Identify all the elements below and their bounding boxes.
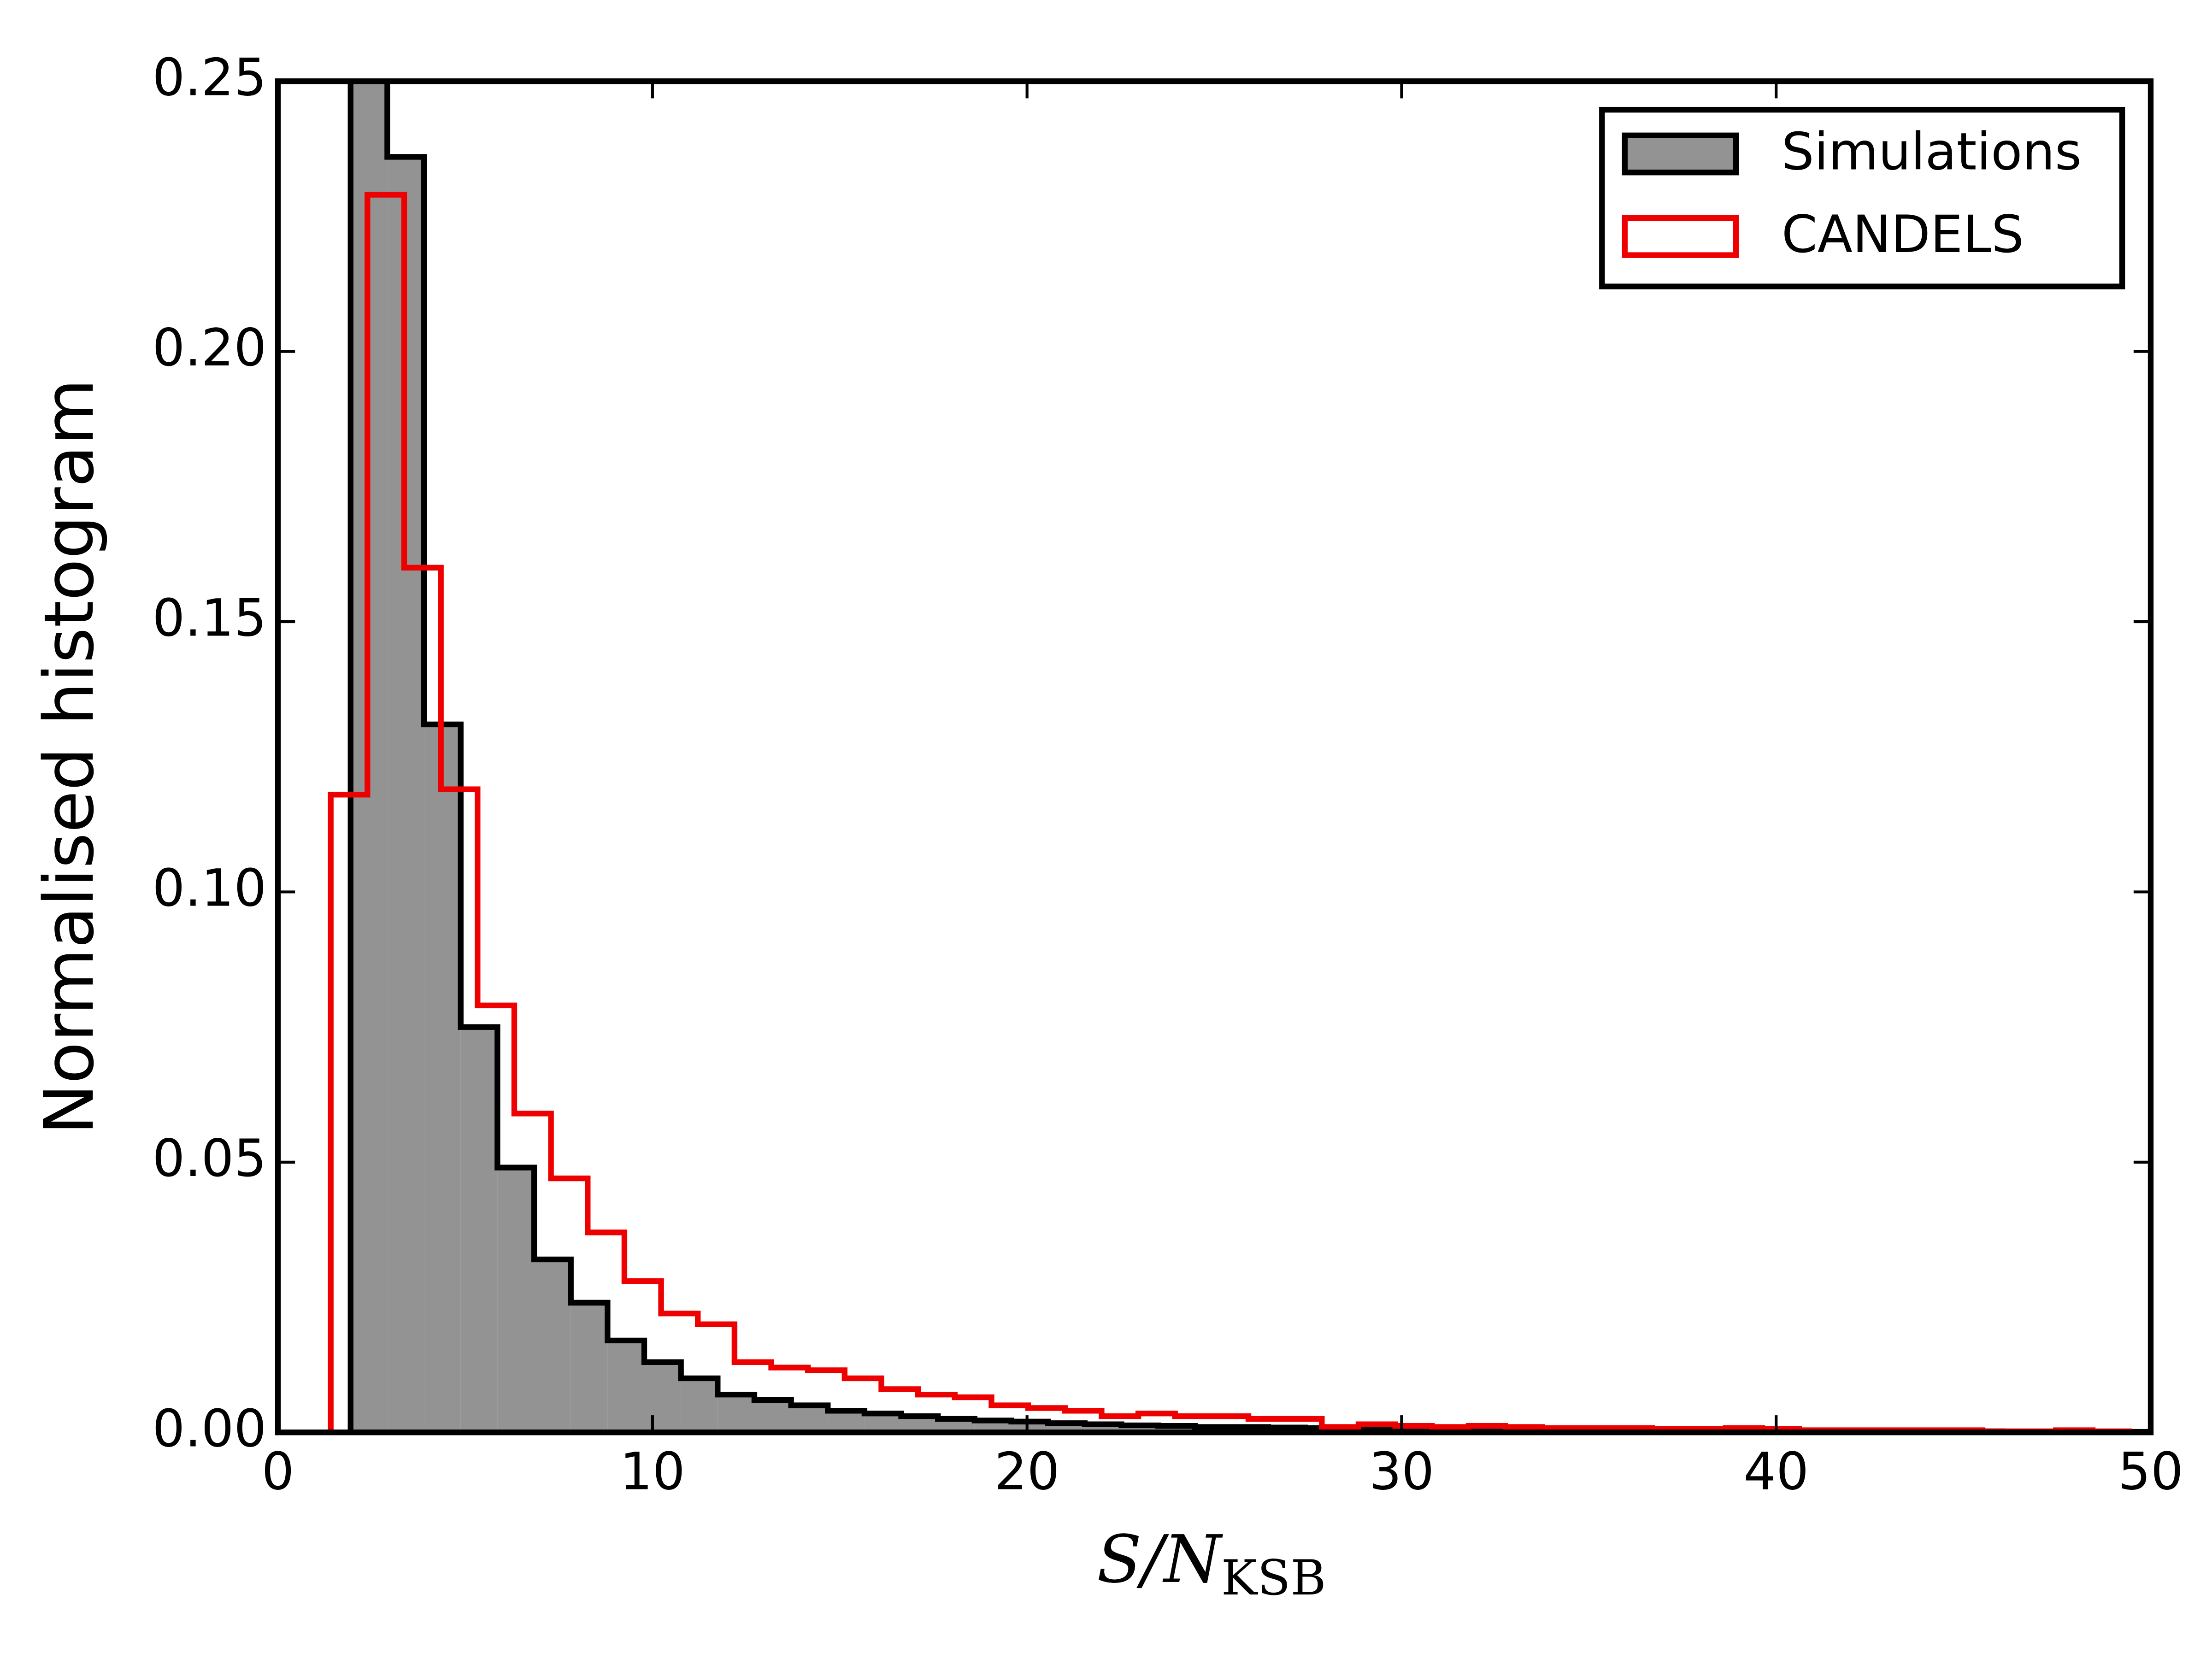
y-tick-label: 0.05	[152, 1129, 266, 1188]
histogram-bar	[828, 1411, 865, 1433]
legend-swatch	[1622, 132, 1739, 176]
y-axis-label: Normalised histogram	[29, 379, 109, 1135]
x-axis-label-subscript: KSB	[1221, 1549, 1326, 1606]
x-tick-label: 30	[1369, 1442, 1435, 1501]
histogram-bar	[681, 1378, 718, 1433]
histogram-bar	[571, 1302, 608, 1433]
y-tick-label: 0.20	[152, 318, 266, 378]
x-tick-label: 20	[994, 1442, 1060, 1501]
y-tick-label: 0.00	[152, 1400, 266, 1459]
legend-swatch	[1622, 215, 1739, 258]
legend-label: CANDELS	[1782, 205, 2024, 265]
histogram-bar	[497, 1167, 535, 1433]
histogram-bar	[424, 724, 461, 1433]
histogram-bar	[607, 1340, 644, 1433]
legend-label: Simulations	[1782, 122, 2082, 182]
x-tick-label: 50	[2118, 1442, 2183, 1501]
histogram-bar	[534, 1259, 571, 1433]
plot-area	[328, 81, 2151, 1433]
x-tick-label: 10	[620, 1442, 685, 1501]
y-tick-label: 0.25	[152, 48, 266, 108]
y-tick-label: 0.10	[152, 859, 266, 918]
histogram-outline	[328, 192, 2132, 1433]
histogram-bar	[864, 1413, 901, 1433]
x-tick-label: 0	[262, 1442, 294, 1501]
axes-frame	[275, 78, 2154, 1435]
histogram-bar	[718, 1394, 754, 1433]
histogram-bar	[791, 1405, 828, 1433]
histogram-bar	[644, 1362, 681, 1433]
histogram-bar	[460, 1027, 498, 1433]
x-tick-label: 40	[1743, 1442, 1809, 1501]
x-axis-label-main: S/N	[1097, 1521, 1223, 1598]
histogram-bar	[754, 1400, 791, 1433]
y-tick-label: 0.15	[152, 588, 266, 648]
x-axis-label: S/NKSB	[1097, 1521, 1326, 1606]
